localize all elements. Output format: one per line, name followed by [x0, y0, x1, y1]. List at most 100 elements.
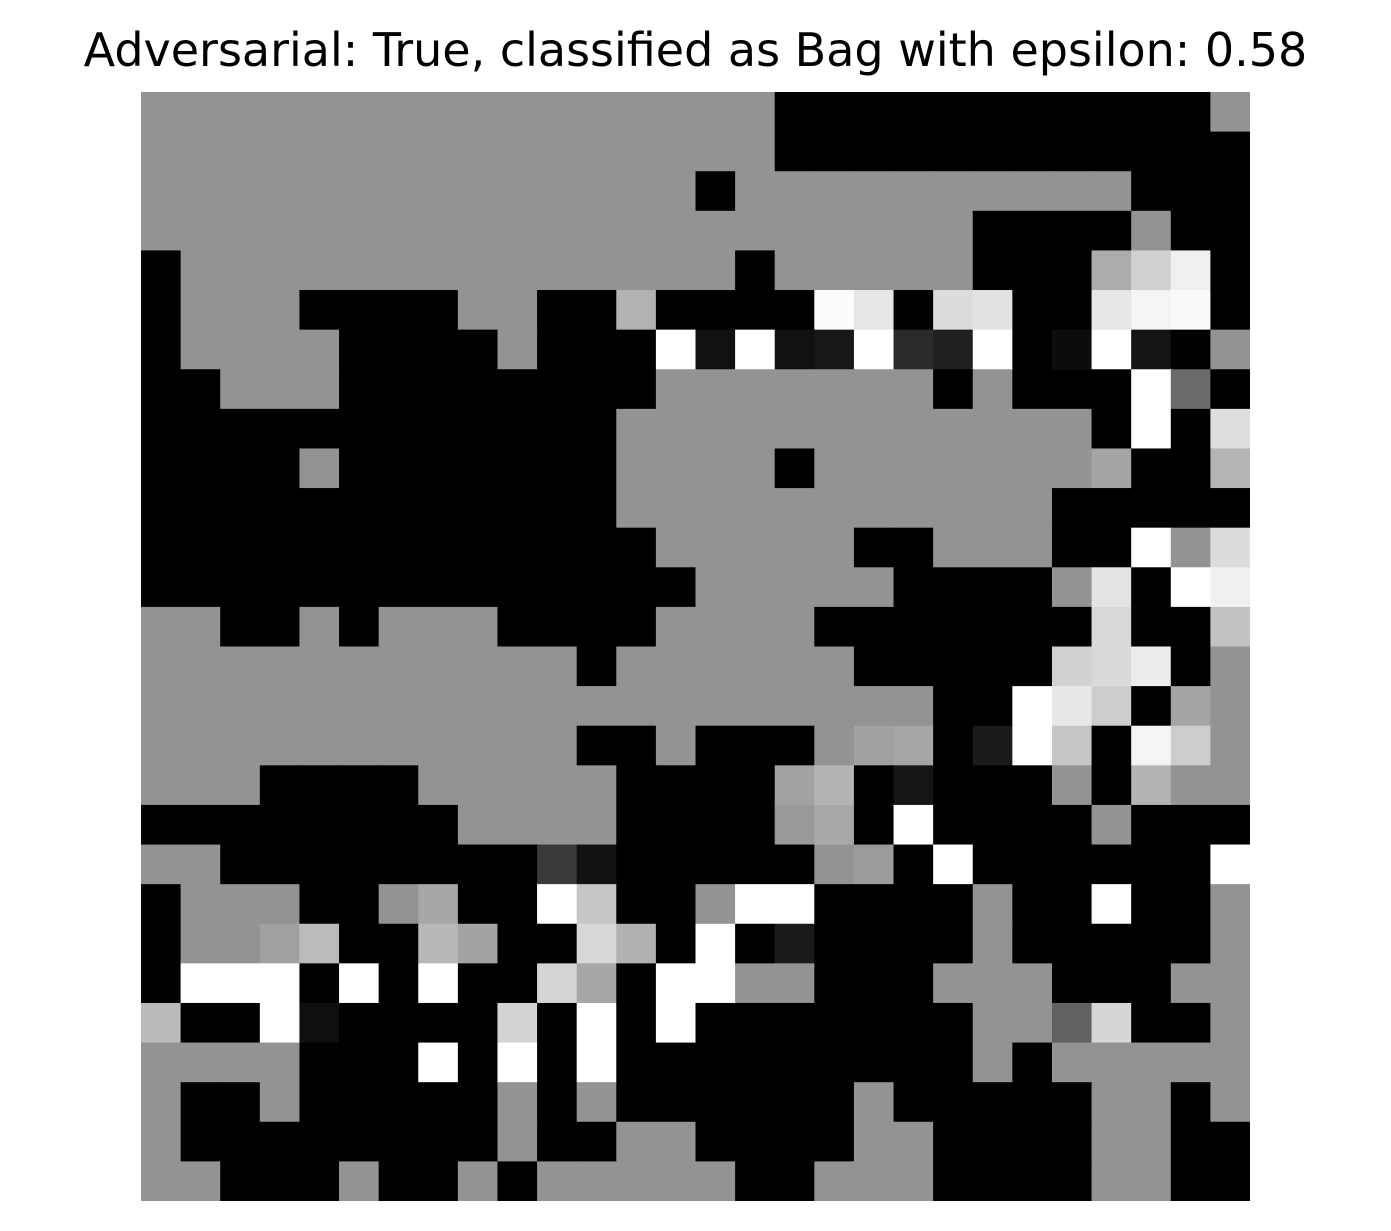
- pixel-cell: [1012, 1082, 1053, 1123]
- pixel-cell: [774, 804, 815, 846]
- pixel-cell: [339, 1002, 380, 1044]
- pixel-cell: [141, 765, 182, 806]
- pixel-cell: [457, 725, 499, 766]
- pixel-cell: [220, 567, 261, 608]
- pixel-cell: [972, 329, 1013, 370]
- pixel-cell: [180, 250, 221, 291]
- pixel-cell: [259, 1082, 301, 1123]
- pixel-cell: [774, 1161, 815, 1201]
- pixel-cell: [299, 92, 340, 133]
- pixel-cell: [893, 1082, 934, 1123]
- pixel-cell: [893, 92, 934, 133]
- pixel-cell: [655, 606, 697, 648]
- pixel-cell: [933, 408, 974, 450]
- pixel-cell: [695, 884, 736, 925]
- pixel-cell: [497, 844, 538, 885]
- pixel-cell: [1012, 1161, 1053, 1201]
- figure-title: Adversarial: True, classified as Bag wit…: [83, 23, 1308, 77]
- pixel-cell: [299, 1121, 340, 1162]
- pixel-cell: [1012, 725, 1053, 766]
- pixel-cell: [259, 725, 301, 766]
- pixel-cell: [418, 290, 459, 331]
- pixel-cell: [893, 290, 934, 331]
- pixel-cell: [853, 606, 895, 648]
- pixel-cell: [220, 290, 261, 331]
- pixel-cell: [259, 844, 301, 885]
- pixel-cell: [695, 963, 736, 1004]
- pixel-cell: [853, 646, 895, 687]
- pixel-cell: [141, 92, 182, 133]
- pixel-cell: [1131, 250, 1172, 291]
- pixel-cell: [220, 92, 261, 133]
- pixel-cell: [1091, 923, 1132, 964]
- pixel-cell: [735, 131, 776, 172]
- pixel-cell: [616, 92, 657, 133]
- pixel-cell: [141, 686, 182, 727]
- pixel-cell: [1170, 646, 1211, 687]
- pixel-cell: [418, 250, 459, 291]
- pixel-cell: [616, 329, 657, 370]
- pixel-cell: [220, 488, 261, 529]
- pixel-cell: [259, 171, 301, 212]
- pixel-cell: [299, 448, 340, 489]
- pixel-cell: [814, 765, 855, 806]
- pixel-cell: [259, 884, 301, 925]
- pixel-cell: [259, 646, 301, 687]
- pixel-cell: [339, 408, 380, 450]
- pixel-cell: [1170, 171, 1211, 212]
- pixel-cell: [378, 765, 419, 806]
- pixel-cell: [893, 488, 934, 529]
- pixel-cell: [339, 488, 380, 529]
- pixel-cell: [893, 923, 934, 964]
- pixel-cell: [1091, 606, 1132, 648]
- pixel-cell: [259, 329, 301, 370]
- pixel-cell: [933, 1042, 974, 1083]
- pixel-cell: [418, 884, 459, 925]
- pixel-cell: [893, 210, 934, 252]
- pixel-cell: [774, 1121, 815, 1162]
- pixel-cell: [893, 527, 934, 568]
- pixel-cell: [378, 1042, 419, 1083]
- pixel-cell: [616, 448, 657, 489]
- pixel-cell: [735, 923, 776, 964]
- pixel-cell: [180, 765, 221, 806]
- pixel-cell: [1091, 804, 1132, 846]
- pixel-cell: [339, 329, 380, 370]
- pixel-cell: [814, 250, 855, 291]
- pixel-cell: [537, 250, 578, 291]
- pixel-cell: [497, 606, 538, 648]
- pixel-cell: [972, 567, 1013, 608]
- pixel-cell: [497, 1042, 538, 1083]
- pixel-cell: [1210, 804, 1250, 846]
- pixel-cell: [1051, 804, 1093, 846]
- pixel-cell: [378, 1121, 419, 1162]
- pixel-cell: [774, 686, 815, 727]
- pixel-cell: [1012, 804, 1053, 846]
- pixel-cell: [537, 686, 578, 727]
- pixel-cell: [774, 131, 815, 172]
- pixel-cell: [220, 725, 261, 766]
- pixel-cell: [418, 844, 459, 885]
- pixel-cell: [141, 131, 182, 172]
- pixel-cell: [537, 408, 578, 450]
- pixel-cell: [1091, 725, 1132, 766]
- pixel-cell: [1131, 884, 1172, 925]
- pixel-cell: [457, 290, 499, 331]
- pixel-cell: [576, 527, 617, 568]
- pixel-cell: [180, 92, 221, 133]
- pixel-cell: [497, 963, 538, 1004]
- pixel-cell: [537, 725, 578, 766]
- pixel-cell: [1131, 329, 1172, 370]
- pixel-cell: [972, 765, 1013, 806]
- pixel-cell: [299, 131, 340, 172]
- pixel-cell: [537, 1042, 578, 1083]
- pixel-cell: [457, 369, 499, 410]
- pixel-cell: [695, 210, 736, 252]
- pixel-cell: [220, 250, 261, 291]
- pixel-cell: [141, 725, 182, 766]
- pixel-cell: [814, 448, 855, 489]
- pixel-cell: [1170, 250, 1211, 291]
- pixel-cell: [814, 369, 855, 410]
- pixel-cell: [1051, 606, 1093, 648]
- pixel-cell: [378, 369, 419, 410]
